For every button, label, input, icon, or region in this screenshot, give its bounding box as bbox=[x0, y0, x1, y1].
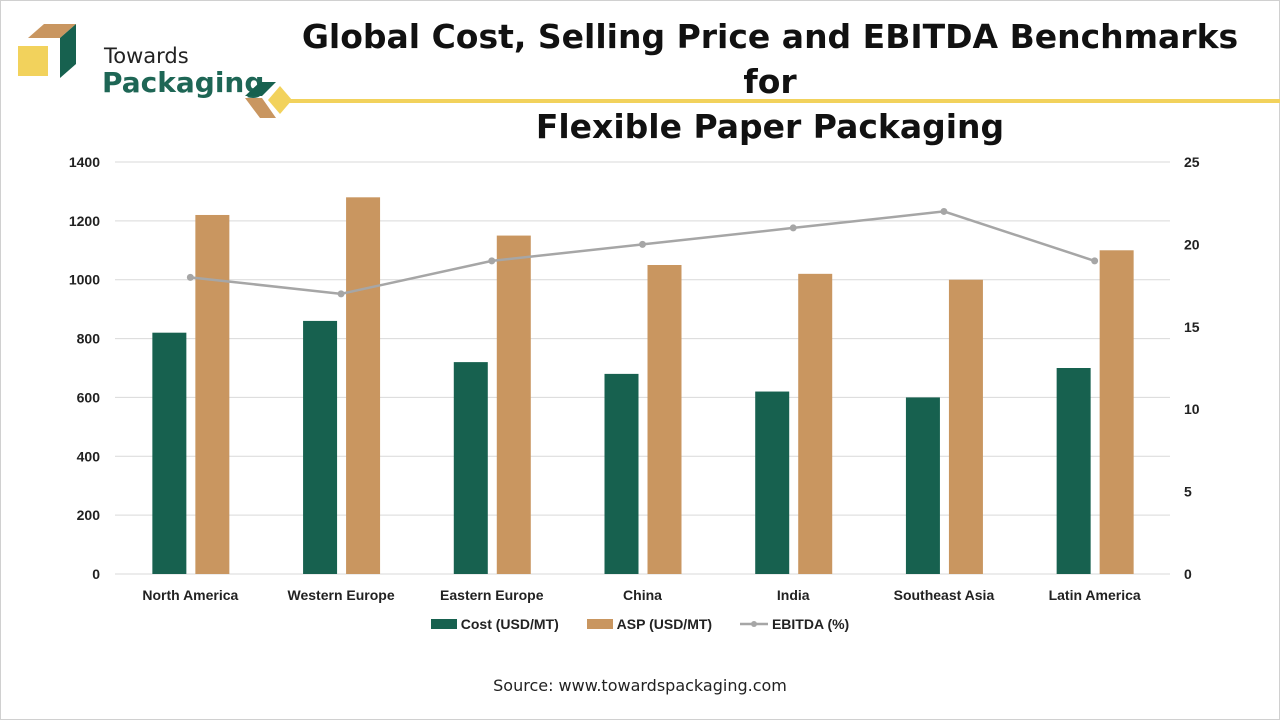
bar-cost bbox=[152, 332, 187, 574]
ebitda-point bbox=[940, 207, 948, 215]
x-tick-label: Latin America bbox=[1049, 587, 1141, 603]
ebitda-point bbox=[1091, 257, 1099, 265]
ebitda-point bbox=[639, 240, 646, 248]
legend-cost: Cost (USD/MT) bbox=[430, 616, 559, 632]
bar-cost bbox=[303, 320, 338, 574]
x-tick-label: China bbox=[623, 587, 662, 603]
bar-cost bbox=[1056, 368, 1091, 574]
bar-cost bbox=[905, 397, 940, 574]
y-left-tick-label: 200 bbox=[77, 507, 101, 523]
bar-asp bbox=[798, 273, 833, 574]
bar-asp bbox=[496, 235, 531, 575]
logo-box-icon bbox=[18, 24, 76, 78]
chart-title: Global Cost, Selling Price and EBITDA Be… bbox=[300, 14, 1240, 149]
y-right-tick-label: 25 bbox=[1184, 154, 1200, 170]
y-left-tick-label: 0 bbox=[92, 566, 100, 582]
bar-cost bbox=[604, 373, 639, 574]
y-left-tick-label: 400 bbox=[77, 448, 101, 464]
y-left-tick-label: 1200 bbox=[69, 213, 100, 229]
title-line1: Global Cost, Selling Price and EBITDA Be… bbox=[301, 17, 1239, 101]
brand-line1: Towards bbox=[104, 44, 189, 68]
legend-label-ebitda: EBITDA (%) bbox=[771, 616, 850, 632]
bar-cost bbox=[453, 362, 488, 574]
y-right-tick-label: 10 bbox=[1184, 401, 1200, 417]
y-right-tick-label: 20 bbox=[1184, 236, 1200, 252]
x-tick-label: Western Europe bbox=[288, 587, 395, 603]
y-left-tick-label: 1000 bbox=[69, 272, 100, 288]
legend-ebitda: EBITDA (%) bbox=[739, 616, 850, 632]
y-left-tick-label: 600 bbox=[77, 389, 101, 405]
divider-line bbox=[288, 99, 1280, 103]
title-line2: Flexible Paper Packaging bbox=[535, 107, 1005, 146]
x-tick-label: Southeast Asia bbox=[894, 587, 995, 603]
y-right-tick-label: 5 bbox=[1184, 484, 1192, 500]
brand-line2: Packaging bbox=[102, 66, 265, 99]
legend-swatch-asp bbox=[586, 619, 613, 629]
legend: Cost (USD/MT) ASP (USD/MT) EBITDA (%) bbox=[0, 616, 1280, 632]
ebitda-point bbox=[789, 224, 797, 232]
source-note: Source: www.towardspackaging.com bbox=[493, 676, 787, 695]
bar-asp bbox=[195, 214, 230, 574]
x-tick-label: North America bbox=[142, 587, 238, 603]
chevron-tan-icon bbox=[245, 98, 276, 118]
y-right-tick-label: 0 bbox=[1184, 566, 1192, 582]
x-tick-label: India bbox=[777, 587, 810, 603]
legend-swatch-cost bbox=[430, 619, 457, 629]
ebitda-point bbox=[337, 290, 345, 298]
legend-label-cost: Cost (USD/MT) bbox=[460, 616, 559, 632]
ebitda-point bbox=[186, 273, 194, 281]
legend-asp: ASP (USD/MT) bbox=[586, 616, 713, 632]
y-left-tick-label: 800 bbox=[77, 331, 101, 347]
chevron-green-icon bbox=[245, 82, 276, 96]
bar-asp bbox=[948, 279, 983, 574]
bar-asp bbox=[647, 265, 682, 574]
x-tick-label: Eastern Europe bbox=[440, 587, 544, 603]
legend-swatch-ebitda bbox=[739, 621, 768, 627]
ebitda-point bbox=[488, 257, 496, 265]
legend-label-asp: ASP (USD/MT) bbox=[616, 616, 713, 632]
diamond-icon bbox=[268, 86, 292, 114]
title-divider bbox=[245, 82, 1280, 118]
bar-asp bbox=[346, 197, 381, 575]
bar-asp bbox=[1099, 250, 1134, 575]
bar-cost bbox=[755, 391, 790, 574]
y-right-tick-label: 15 bbox=[1184, 319, 1200, 335]
brand-logo: Towards Packaging bbox=[18, 24, 264, 99]
y-left-tick-label: 1400 bbox=[69, 154, 100, 170]
